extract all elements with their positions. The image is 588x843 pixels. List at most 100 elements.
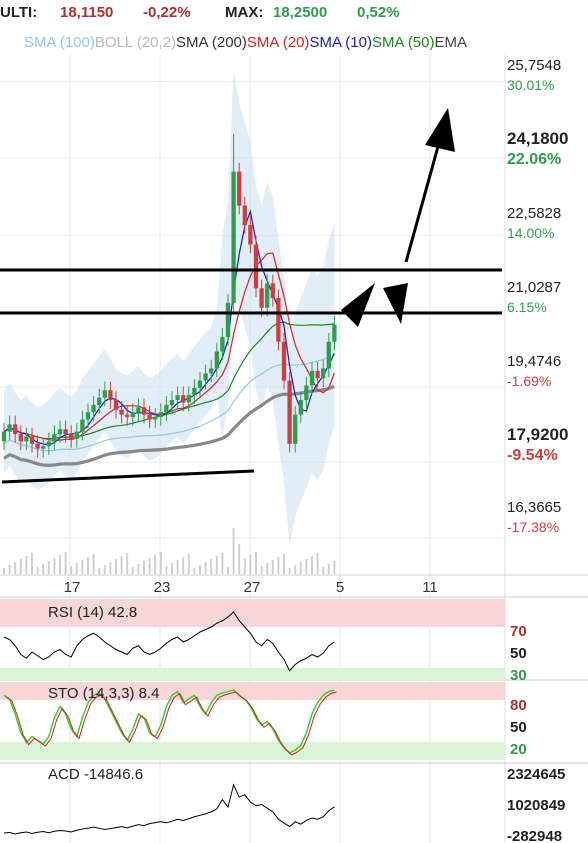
volume-bar — [19, 559, 22, 574]
legend-sma50[interactable]: SMA (50) — [371, 34, 435, 51]
volume-bars — [3, 528, 336, 574]
candle-body — [7, 424, 12, 432]
last-price-label: ULTI: — [0, 4, 38, 21]
volume-bar — [277, 557, 280, 574]
volume-bar — [311, 556, 313, 574]
candle-body — [46, 441, 51, 447]
price-label: 21,0287 — [507, 279, 561, 296]
candle-body — [332, 324, 337, 342]
sub-indicators — [0, 599, 505, 835]
max-price-change: 0,52% — [357, 4, 400, 21]
volume-bar — [187, 554, 190, 574]
volume-bar — [75, 563, 78, 574]
volume-bar — [165, 566, 168, 574]
candle-body — [326, 341, 331, 369]
volume-bar — [53, 558, 56, 574]
volume-bar — [255, 552, 257, 574]
volume-bar — [210, 559, 213, 574]
candle-body — [248, 225, 253, 245]
volume-bar — [193, 568, 196, 574]
candle-body — [265, 283, 270, 308]
volume-bar — [31, 553, 33, 574]
legend-sma200[interactable]: SMA (200) — [176, 34, 247, 51]
volume-bar — [271, 560, 274, 574]
candle-body — [242, 205, 247, 226]
candle-body — [181, 395, 186, 403]
candle-body — [203, 373, 208, 381]
rsi-title: RSI (14) 42.8 — [48, 604, 137, 621]
legend-sma10[interactable]: SMA (10) — [309, 34, 372, 51]
candle-body — [91, 404, 96, 413]
candle-body — [192, 387, 197, 396]
volume-bar — [232, 528, 235, 574]
volume-bar — [103, 565, 106, 574]
rsi-level-label: 70 — [510, 623, 527, 640]
volume-bar — [25, 556, 28, 574]
candle-body — [1, 431, 7, 442]
indicator-legend[interactable]: SMA (100)BOLL (20,2)SMA (200)SMA (20)SMA… — [24, 34, 504, 54]
sto-d-line — [5, 691, 337, 756]
candle-body — [214, 351, 219, 369]
percent-label: 14.00% — [507, 225, 554, 241]
candle-body — [158, 412, 163, 418]
max-price-value: 18,2500 — [273, 4, 328, 21]
acd-line — [3, 783, 335, 835]
candle-body — [57, 429, 63, 435]
sma100-line — [3, 353, 335, 452]
volume-bar — [42, 564, 45, 574]
rsi-level-label: 30 — [510, 667, 527, 684]
candle-body — [315, 370, 320, 379]
volume-bar — [299, 562, 302, 574]
last-price-value: 18,1150 — [60, 4, 114, 21]
percent-label: -1.69% — [507, 373, 551, 389]
percent-label: 22.06% — [507, 151, 561, 168]
axis-labels: 25,7548 30.01% 24,1800 22.06% 22,5828 14.00% 2… — [48, 57, 568, 843]
candle-body — [147, 414, 152, 420]
percent-label: 30.01% — [507, 77, 554, 93]
volume-bar — [227, 567, 229, 574]
volume-bar — [283, 554, 285, 574]
trendline-drawings[interactable] — [0, 108, 502, 484]
volume-bar — [159, 552, 162, 574]
rsi-oversold-band — [0, 668, 505, 680]
candle-body — [164, 404, 169, 413]
volume-bar — [249, 555, 252, 574]
volume-bar — [64, 552, 67, 574]
price-label: 24,1800 — [507, 129, 568, 148]
volume-bar — [294, 565, 297, 574]
legend-ema[interactable]: EMA — [434, 34, 468, 51]
candle-body — [186, 395, 191, 403]
volume-bar — [137, 564, 140, 574]
candle-body — [276, 297, 281, 342]
volume-bar — [92, 554, 95, 574]
rsi-line — [3, 611, 335, 672]
candle-body — [125, 414, 130, 418]
volume-bar — [333, 561, 336, 574]
volume-bar — [87, 557, 89, 574]
sto-level-label: 20 — [510, 741, 527, 758]
volume-bar — [115, 559, 117, 574]
candle-body — [225, 302, 231, 337]
date-label: 17 — [64, 579, 81, 596]
volume-bar — [176, 560, 179, 574]
date-label: 5 — [336, 579, 344, 596]
volume-bar — [143, 561, 145, 574]
acd-title: ACD -14846.6 — [48, 766, 143, 783]
candle-body — [231, 171, 236, 303]
legend-boll[interactable]: BOLL (20,2) — [94, 34, 177, 51]
candle-body — [259, 288, 264, 308]
candle-body — [321, 368, 326, 379]
candle-body — [35, 443, 40, 449]
candle-body — [52, 434, 57, 442]
quote-header: ULTI: 18,1150 -0,22% MAX: 18,2500 0,52% — [0, 0, 588, 26]
candle-body — [18, 434, 23, 442]
max-price-label: MAX: — [225, 4, 264, 21]
legend-sma20[interactable]: SMA (20) — [246, 34, 310, 51]
candle-body — [119, 409, 124, 415]
candle-body — [136, 407, 141, 413]
legend-sma100[interactable]: SMA (100) — [24, 34, 95, 51]
volume-bar — [316, 553, 319, 574]
acd-level-label: -282948 — [507, 828, 562, 843]
candle-body — [24, 436, 29, 442]
